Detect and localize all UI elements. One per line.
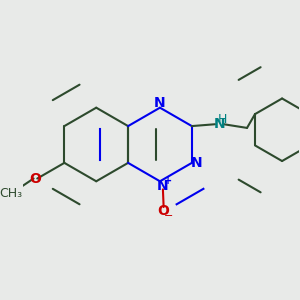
Text: O: O <box>29 172 41 185</box>
Text: N: N <box>214 117 225 131</box>
Text: N: N <box>190 156 202 170</box>
Text: O: O <box>158 205 170 218</box>
Text: CH₃: CH₃ <box>0 187 23 200</box>
Text: N: N <box>157 179 169 193</box>
Text: −: − <box>164 211 173 221</box>
Text: H: H <box>218 113 227 126</box>
Text: N: N <box>154 96 166 110</box>
Text: +: + <box>164 176 172 186</box>
